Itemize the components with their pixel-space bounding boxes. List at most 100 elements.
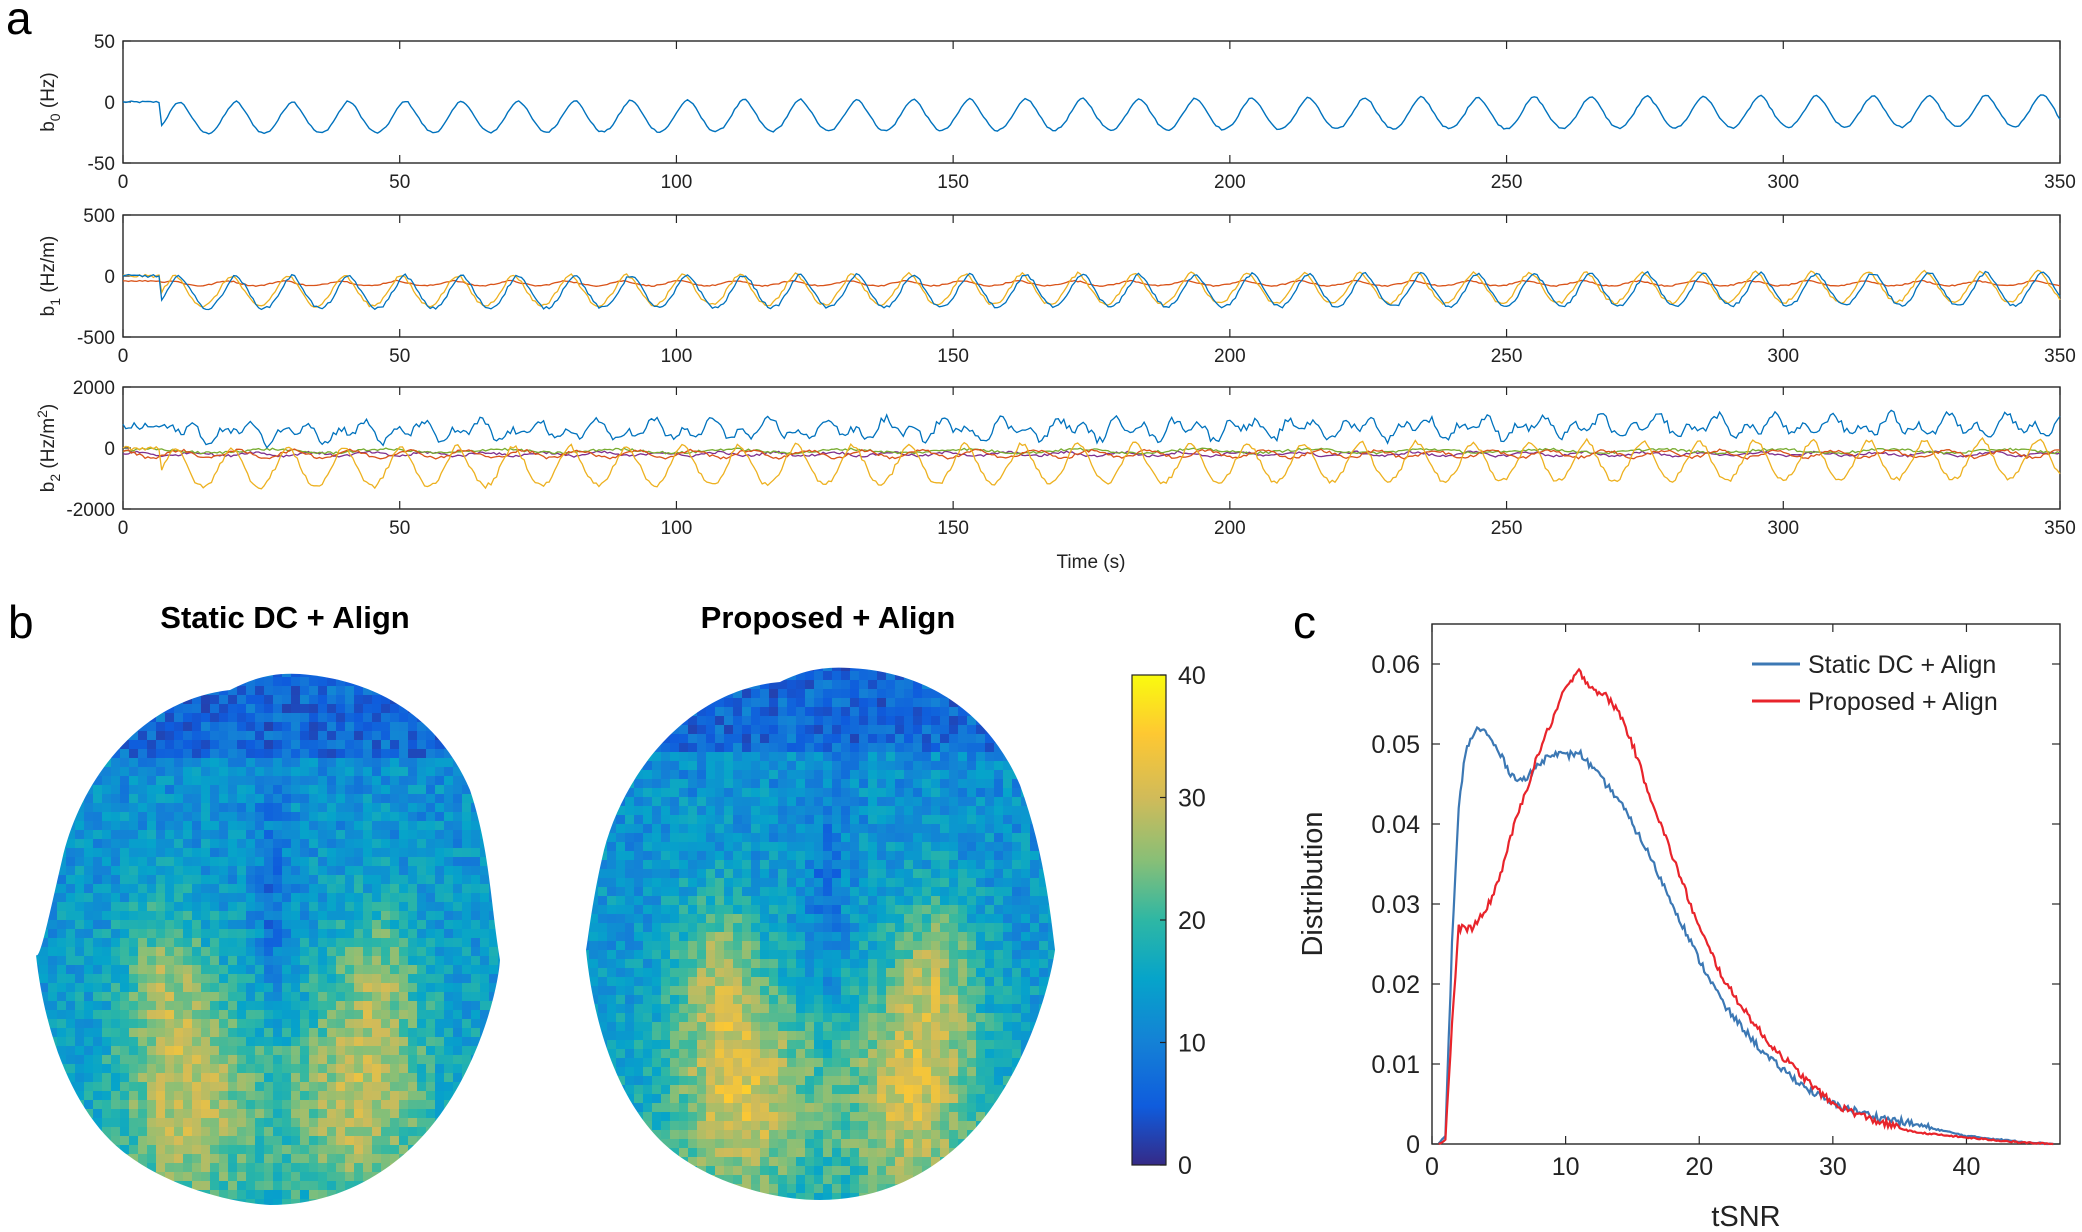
voxel — [165, 713, 174, 722]
voxel — [670, 779, 679, 788]
voxel — [688, 667, 697, 671]
voxel — [868, 689, 877, 698]
y-tick-label: 2000 — [73, 378, 115, 399]
voxel — [399, 884, 408, 893]
voxel — [399, 1208, 408, 1217]
voxel — [156, 1019, 165, 1028]
voxel — [93, 947, 102, 956]
voxel — [417, 1028, 426, 1037]
voxel — [210, 758, 219, 767]
voxel — [246, 992, 255, 1001]
voxel — [39, 821, 48, 830]
voxel — [246, 974, 255, 983]
voxel — [36, 677, 39, 686]
b2-ylabel-main: b — [38, 482, 59, 493]
voxel — [1021, 797, 1030, 806]
voxel — [850, 671, 859, 680]
voxel — [201, 839, 210, 848]
voxel — [210, 821, 219, 830]
voxel — [147, 1019, 156, 1028]
voxel — [462, 920, 471, 929]
voxel — [327, 1136, 336, 1145]
voxel — [769, 725, 778, 734]
voxel — [462, 884, 471, 893]
voxel — [309, 947, 318, 956]
voxel — [309, 884, 318, 893]
voxel — [282, 1199, 291, 1205]
voxel — [228, 704, 237, 713]
voxel — [760, 905, 769, 914]
voxel — [300, 1028, 309, 1037]
voxel — [498, 673, 500, 677]
voxel — [48, 749, 57, 758]
voxel — [318, 686, 327, 695]
voxel — [949, 707, 958, 716]
voxel — [57, 695, 66, 704]
voxel — [913, 815, 922, 824]
voxel — [309, 1082, 318, 1091]
voxel — [228, 1154, 237, 1163]
voxel — [372, 974, 381, 983]
voxel — [66, 821, 75, 830]
voxel — [877, 761, 886, 770]
voxel — [814, 896, 823, 905]
voxel — [877, 671, 886, 680]
voxel — [48, 857, 57, 866]
voxel — [381, 965, 390, 974]
voxel — [264, 1091, 273, 1100]
voxel — [129, 1118, 138, 1127]
voxel — [868, 869, 877, 878]
voxel — [796, 761, 805, 770]
voxel — [489, 713, 498, 722]
voxel — [877, 914, 886, 923]
voxel — [381, 974, 390, 983]
voxel — [751, 905, 760, 914]
voxel — [210, 1136, 219, 1145]
voxel — [381, 830, 390, 839]
voxel — [922, 905, 931, 914]
voxel — [165, 1190, 174, 1199]
voxel — [480, 1163, 489, 1172]
voxel — [75, 1100, 84, 1109]
voxel — [48, 1010, 57, 1019]
voxel — [75, 1082, 84, 1091]
voxel — [48, 1190, 57, 1199]
voxel — [309, 1028, 318, 1037]
voxel — [246, 1046, 255, 1055]
voxel — [805, 707, 814, 716]
voxel — [318, 1001, 327, 1010]
voxel — [255, 794, 264, 803]
voxel — [796, 896, 805, 905]
voxel — [138, 1010, 147, 1019]
voxel — [120, 866, 129, 875]
x-tick-label: 300 — [1767, 346, 1799, 367]
voxel — [390, 920, 399, 929]
voxel — [39, 929, 48, 938]
voxel — [480, 1190, 489, 1199]
voxel — [84, 722, 93, 731]
voxel — [147, 839, 156, 848]
voxel — [994, 833, 1003, 842]
voxel — [39, 947, 48, 956]
voxel — [706, 667, 715, 671]
voxel — [444, 884, 453, 893]
voxel — [228, 713, 237, 722]
voxel — [769, 734, 778, 743]
voxel — [697, 779, 706, 788]
voxel — [462, 731, 471, 740]
voxel — [264, 830, 273, 839]
voxel — [111, 857, 120, 866]
voxel — [435, 1064, 444, 1073]
voxel — [48, 1055, 57, 1064]
voxel — [1030, 761, 1039, 770]
voxel — [796, 689, 805, 698]
voxel — [363, 686, 372, 695]
voxel — [994, 788, 1003, 797]
voxel — [75, 1028, 84, 1037]
voxel — [165, 830, 174, 839]
voxel — [138, 1208, 147, 1217]
voxel — [589, 815, 598, 824]
voxel — [498, 740, 500, 749]
voxel — [787, 716, 796, 725]
voxel — [967, 779, 976, 788]
